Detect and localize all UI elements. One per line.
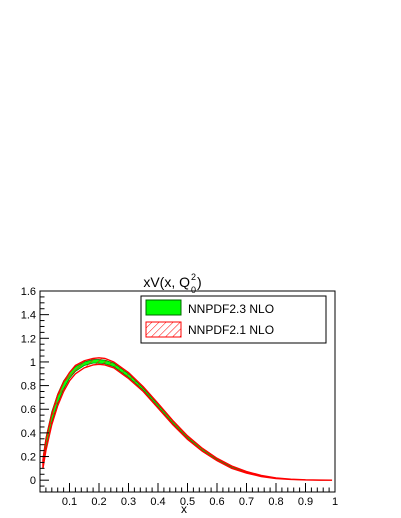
y-tick-label: 0 — [30, 475, 36, 487]
y-tick-label: 1.4 — [21, 310, 36, 322]
chart-title-main: xV(x, Q — [143, 274, 190, 290]
x-tick-label: 1 — [332, 496, 338, 508]
x-tick-label: 0.7 — [239, 496, 254, 508]
legend-swatch-nnpdf21 — [145, 321, 182, 338]
plot-bands — [42, 357, 333, 481]
band-series-0 — [42, 359, 333, 481]
x-tick-label: 0.6 — [209, 496, 224, 508]
y-tick-label: 1.2 — [21, 333, 36, 345]
x-axis: 0.1 0.2 0.3 0.4 0.5 0.6 0.7 0.8 0.9 1 — [45, 483, 338, 508]
chart-title-close: ) — [197, 274, 202, 290]
legend-label-nnpdf21: NNPDF2.1 NLO — [188, 323, 274, 337]
legend: NNPDF2.3 NLO NNPDF2.1 NLO — [140, 295, 327, 344]
x-tick-label: 0.5 — [180, 496, 195, 508]
y-tick-label: 0.8 — [21, 381, 36, 393]
y-tick-label: 1 — [30, 357, 36, 369]
legend-label-nnpdf23: NNPDF2.3 NLO — [188, 302, 274, 316]
x-tick-label: 0.3 — [121, 496, 136, 508]
y-tick-label: 0.2 — [21, 452, 36, 464]
x-tick-label: 0.9 — [298, 496, 313, 508]
chart-title-sub: 0 — [191, 285, 196, 295]
x-tick-label: 0.1 — [62, 496, 77, 508]
chart-title-sup: 2 — [191, 272, 196, 282]
y-tick-label: 0.6 — [21, 404, 36, 416]
x-tick-label: 0.2 — [91, 496, 106, 508]
y-tick-label: 1.6 — [21, 286, 36, 298]
band-series-1 — [42, 357, 333, 481]
y-axis: 0 0.2 0.4 0.6 0.8 1 1.2 1.4 1.6 — [21, 286, 49, 493]
x-tick-label: 0.4 — [150, 496, 165, 508]
x-tick-label: 0.8 — [268, 496, 283, 508]
chart-title: xV(x, Q 2 0 ) — [143, 272, 201, 295]
legend-swatch-nnpdf23 — [145, 299, 182, 316]
y-tick-label: 0.4 — [21, 428, 36, 440]
x-axis-label: x — [181, 502, 187, 516]
